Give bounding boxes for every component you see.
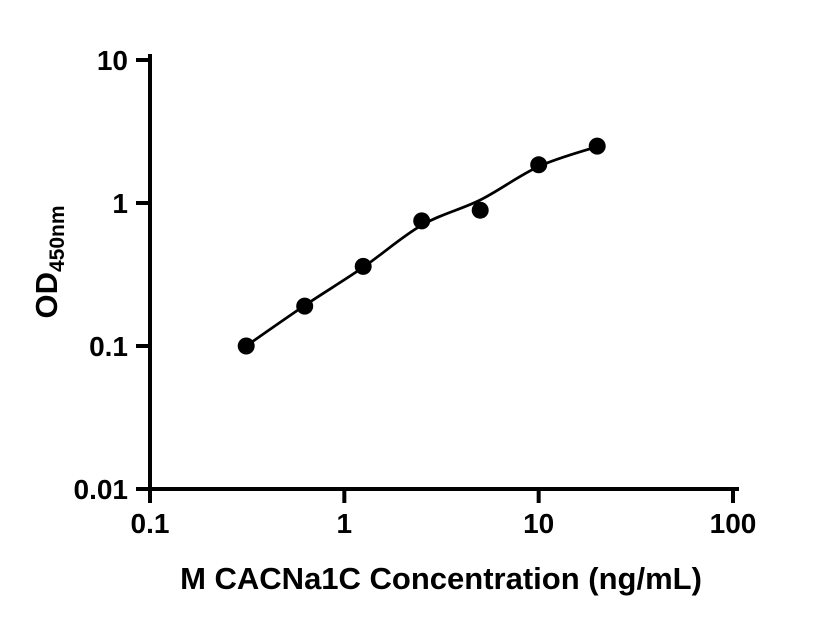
axis-ticks	[136, 58, 735, 503]
x-axis-label: M CACNa1C Concentration (ng/mL)	[180, 561, 702, 596]
y-tick-label: 1	[112, 188, 128, 219]
y-axis-label-subscript: 450nm	[46, 205, 69, 272]
data-point-marker	[296, 297, 314, 315]
y-axis-label: OD450nm	[29, 205, 69, 318]
data-point-marker	[354, 257, 372, 275]
x-tick-label: 100	[710, 508, 757, 539]
data-point-marker	[588, 137, 606, 155]
y-axis-label-main: OD	[29, 272, 64, 319]
fit-curve	[245, 145, 598, 348]
y-tick-label: 0.01	[74, 474, 129, 505]
x-tick-label: 1	[337, 508, 353, 539]
y-tick-label: 10	[97, 45, 128, 76]
x-tick-label: 10	[523, 508, 554, 539]
axes	[148, 54, 739, 491]
data-points	[237, 137, 606, 355]
data-point-marker	[413, 212, 431, 230]
x-tick-label: 0.1	[131, 508, 170, 539]
y-tick-label: 0.1	[89, 331, 128, 362]
data-point-marker	[530, 156, 548, 174]
data-point-marker	[471, 201, 489, 219]
data-point-marker	[237, 337, 255, 355]
